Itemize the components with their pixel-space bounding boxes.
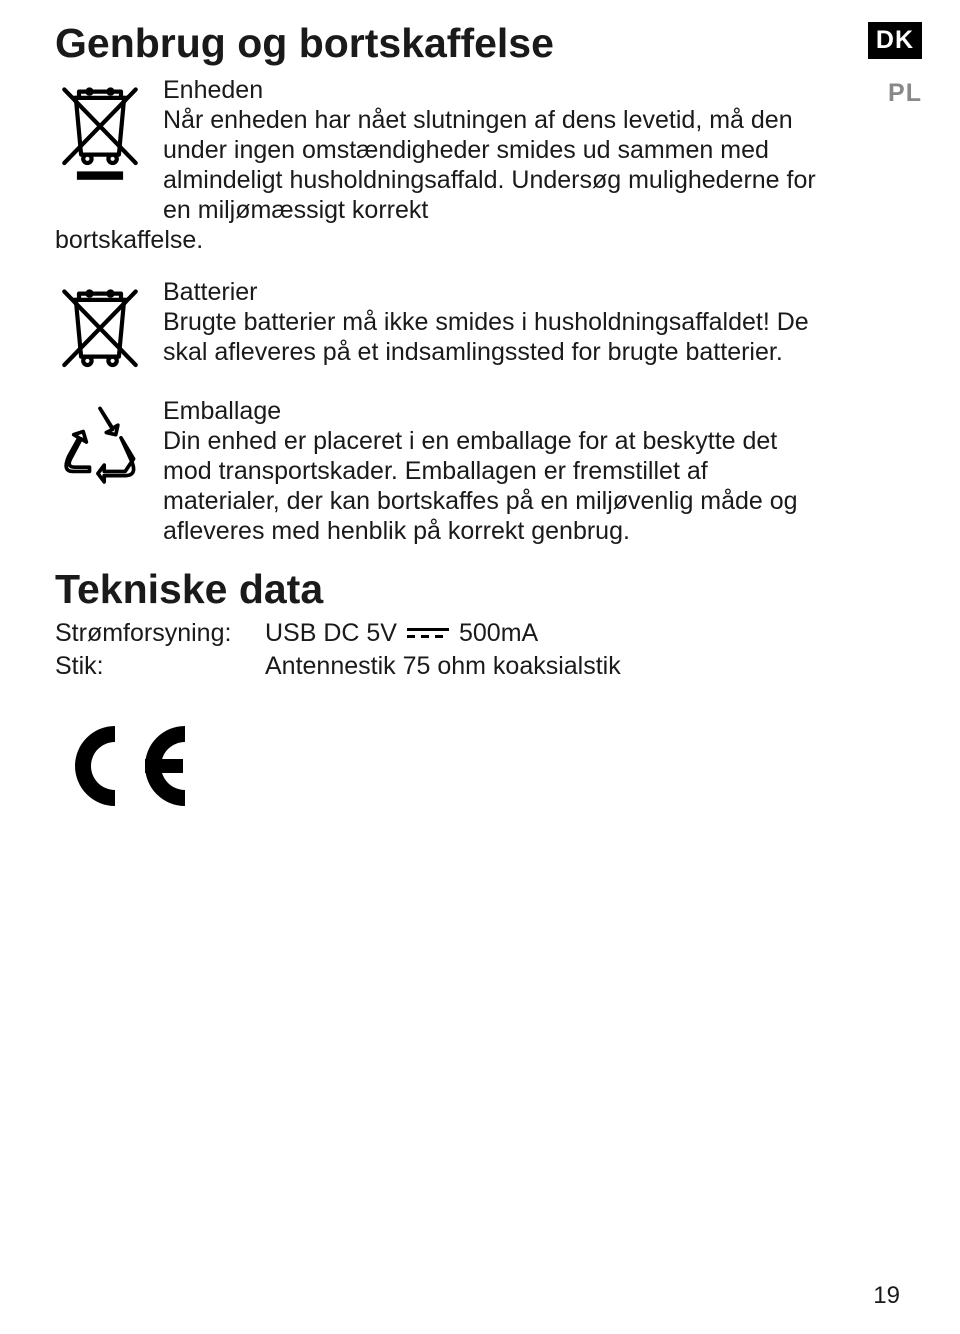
section-device: Enheden Når enheden har nået slutningen … [55,75,825,225]
spec-power: Strømforsyning: USB DC 5V 500mA [55,617,900,651]
device-body: Når enheden har nået slutningen af dens … [163,106,816,224]
spec-connector-value: Antennestik 75 ohm koaksialstik [265,650,621,684]
device-trail: bortskaffelse. [55,225,825,255]
packaging-text: Emballage Din enhed er placeret i en emb… [163,396,825,546]
batteries-subhead: Batterier [163,277,825,307]
lang-tag-pl: PL [888,79,922,108]
batteries-body: Brugte batterier må ikke smides i hushol… [163,308,809,366]
spec-power-value: USB DC 5V 500mA [265,617,538,651]
packaging-body: Din enhed er placeret i en emballage for… [163,427,798,545]
weee-bin-battery-icon [55,277,145,376]
heading-recycling: Genbrug og bortskaffelse [55,20,900,67]
batteries-text: Batterier Brugte batterier må ikke smide… [163,277,825,367]
spec-connector: Stik: Antennestik 75 ohm koaksialstik [55,650,900,684]
weee-bin-icon [55,75,145,184]
spec-connector-label: Stik: [55,650,265,684]
device-text: Enheden Når enheden har nået slutningen … [163,75,825,225]
tech-specs: Strømforsyning: USB DC 5V 500mA Stik: An… [55,617,900,685]
page-number: 19 [873,1282,900,1310]
spec-power-post: 500mA [459,617,538,651]
packaging-subhead: Emballage [163,396,825,426]
device-subhead: Enheden [163,75,825,105]
recycle-icon [55,396,145,484]
dc-symbol-icon [407,625,449,641]
section-batteries: Batterier Brugte batterier må ikke smide… [55,277,825,376]
spec-power-label: Strømforsyning: [55,617,265,651]
spec-power-pre: USB DC 5V [265,617,397,651]
page-content: DK PL Genbrug og bortskaffelse Enheden N… [55,20,900,821]
language-tags: DK PL [868,22,922,108]
ce-mark-icon [55,716,900,821]
lang-tag-dk: DK [868,22,922,59]
heading-tech: Tekniske data [55,566,900,613]
section-packaging: Emballage Din enhed er placeret i en emb… [55,396,825,546]
